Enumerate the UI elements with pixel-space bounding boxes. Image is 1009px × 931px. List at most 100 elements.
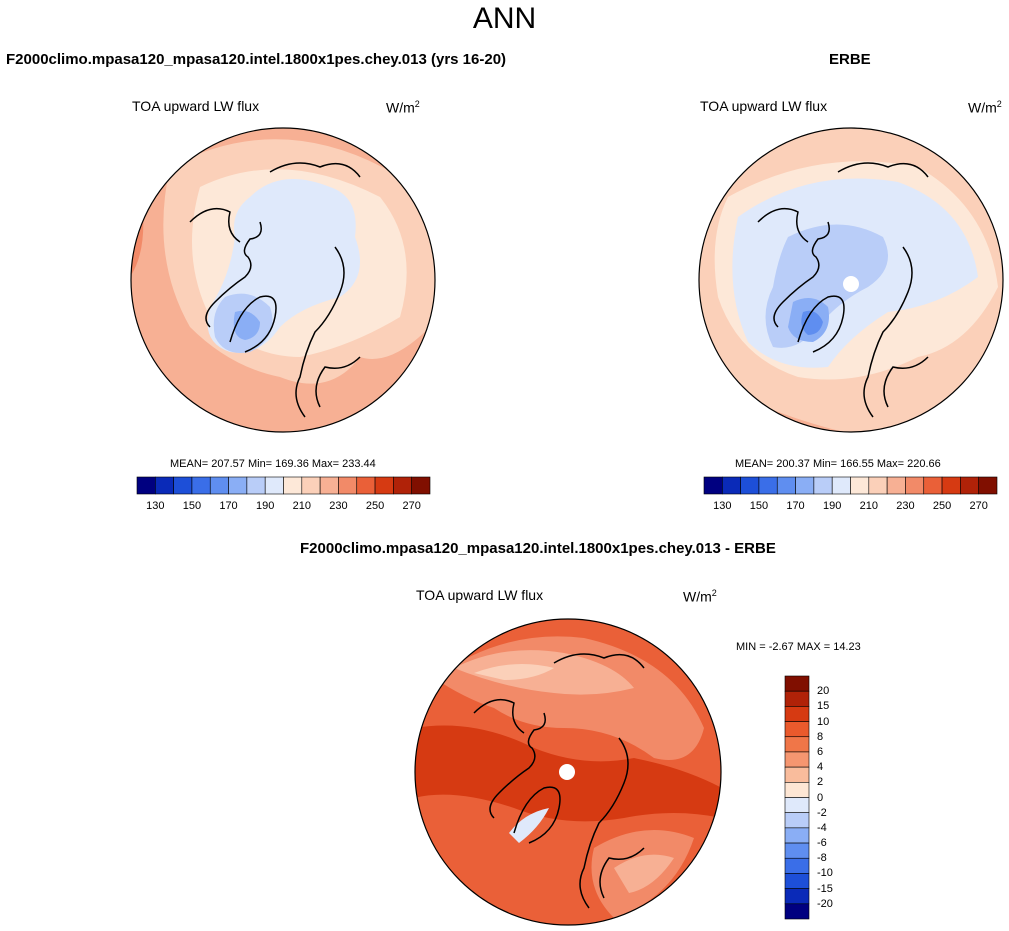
diff-tick: -6 [817,837,827,850]
obs-colorbar-cell [722,476,741,495]
model-colorbar-cell [155,476,174,495]
obs-colorbar-cell [978,476,998,495]
diff-coastlines [473,653,645,909]
diff-colorbar-cell [784,888,810,905]
obs-colorbar-cell [831,476,851,495]
diff-panel-title: F2000climo.mpasa120_mpasa120.intel.1800x… [300,540,776,557]
diff-tick: 20 [817,685,830,698]
obs-polar-map [698,127,1004,433]
obs-colorbar-cell [740,476,760,495]
obs-units-label: W/m2 [968,99,1002,116]
model-tick: 130 [146,500,165,512]
model-polar-map [130,127,436,433]
diff-colorbar-ticks: 20 15 10 8 6 4 2 0 -2 -4 -6 -8 -10 -15 -… [817,676,847,919]
diff-colorbar-cell [784,721,810,738]
model-colorbar-cell [338,476,358,495]
model-tick: 190 [256,500,275,512]
diff-map-border [414,618,722,926]
diff-colorbar-cell [784,690,810,707]
diff-colorbar-cell [784,706,810,722]
obs-stats: MEAN= 200.37 Min= 166.55 Max= 220.66 [735,458,941,470]
diff-tick: 8 [817,730,824,743]
diff-polar-map [414,618,722,926]
obs-colorbar-cell [886,476,906,495]
model-colorbar-cell [301,476,321,495]
model-colorbar-cell [136,476,156,495]
model-colorbar-cell [246,476,266,495]
diff-tick: -8 [817,852,827,865]
main-title: ANN [472,2,537,35]
model-colorbar [136,476,431,495]
obs-tick: 130 [713,500,732,512]
obs-tick: 190 [823,500,842,512]
diff-contour-cool [509,808,549,843]
obs-colorbar-cell [941,476,961,495]
obs-contour-deep [801,310,823,335]
model-coastlines [189,162,361,418]
model-colorbar-cell [393,476,412,495]
obs-tick: 170 [786,500,805,512]
model-colorbar-ticks: 130 150 170 190 210 230 250 270 [137,500,430,514]
diff-colorbar-cell [784,842,810,859]
obs-colorbar-cell [923,476,943,495]
diff-contour-light [434,636,704,918]
obs-colorbar [703,476,998,495]
diff-colorbar-cell [784,827,810,844]
diff-units-label: W/m2 [683,588,717,605]
diff-colorbar-cell [784,766,810,783]
model-colorbar-cell [356,476,376,495]
model-variable-label: TOA upward LW flux [132,98,260,114]
diff-colorbar-cell [784,857,810,874]
diff-tick: 2 [817,776,824,789]
model-colorbar-cell [209,476,229,495]
obs-colorbar-cell [813,476,833,495]
model-tick: 150 [182,500,202,512]
diff-tick: 6 [817,746,824,758]
diff-variable-label: TOA upward LW flux [416,587,544,603]
model-units-label: W/m2 [386,99,420,116]
obs-pole-gap [843,276,859,292]
diff-colorbar-cell [784,736,810,753]
obs-tick: 150 [749,500,769,512]
diff-tick: -10 [817,867,833,880]
diff-colorbar-cell [784,751,810,768]
diff-colorbar [784,675,810,920]
diff-colorbar-cell [784,873,810,889]
diff-colorbar-cell [784,782,810,798]
diff-tick: 15 [817,700,830,713]
obs-colorbar-cell [758,476,778,495]
obs-map-border [698,127,1004,433]
obs-colorbar-cell [850,476,870,495]
model-colorbar-cell [319,476,339,495]
model-tick: 270 [402,500,421,512]
model-map-border [130,127,436,433]
model-tick: 170 [219,500,238,512]
obs-coastlines [757,162,929,418]
obs-colorbar-cell [960,476,979,495]
obs-tick: 230 [896,500,915,512]
obs-colorbar-cell [776,476,796,495]
model-colorbar-cell [228,476,248,495]
model-panel-title: F2000climo.mpasa120_mpasa120.intel.1800x… [6,51,507,68]
diff-colorbar-cell [784,812,810,829]
diff-tick: -15 [817,882,833,895]
diff-tick: -4 [817,821,827,834]
diff-pole-gap [559,764,575,780]
diff-tick: 10 [817,715,830,728]
diff-stats: MIN = -2.67 MAX = 14.23 [736,641,861,653]
obs-tick: 270 [969,500,988,512]
model-tick: 250 [365,500,385,512]
model-tick: 210 [292,500,311,512]
model-colorbar-cell [374,476,394,495]
diff-tick: 0 [817,791,824,804]
obs-tick: 210 [859,500,878,512]
model-colorbar-cell [283,476,303,495]
diff-colorbar-cell [784,797,810,813]
obs-colorbar-cell [905,476,925,495]
obs-colorbar-cell [703,476,723,495]
model-colorbar-cell [264,476,284,495]
diff-contour-pale [474,664,554,680]
obs-colorbar-cell [868,476,888,495]
obs-variable-label: TOA upward LW flux [700,98,828,114]
diff-tick: -20 [817,897,833,910]
